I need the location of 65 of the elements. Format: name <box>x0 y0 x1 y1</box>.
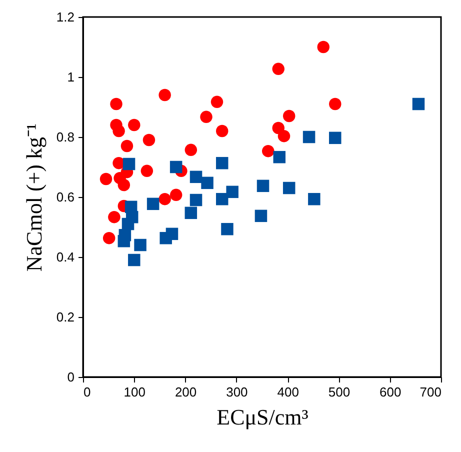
point <box>210 96 224 108</box>
y-tick-label: 0.4 <box>56 250 74 264</box>
point <box>273 150 286 164</box>
point <box>190 170 202 184</box>
point <box>200 110 212 124</box>
x-tick-label: 500 <box>328 384 350 400</box>
point <box>184 144 198 156</box>
x-axis-title: ECμS/cm³ <box>216 404 309 430</box>
point <box>112 124 125 138</box>
x-tick-label: 200 <box>174 384 197 400</box>
point <box>140 164 154 178</box>
point <box>216 124 228 138</box>
point <box>308 192 320 206</box>
point <box>134 238 146 252</box>
point <box>329 132 342 144</box>
point <box>184 206 198 220</box>
y-axis-title: NaCmol (+) kg⁻¹ <box>21 123 46 272</box>
point <box>412 98 425 110</box>
point <box>216 156 228 170</box>
point <box>122 158 136 170</box>
y-tick-label: 0.6 <box>56 190 74 204</box>
point <box>262 144 274 158</box>
point <box>100 172 112 186</box>
point <box>216 192 228 206</box>
point <box>329 98 342 110</box>
y-tick-label: 1.2 <box>56 10 74 24</box>
point <box>166 228 178 240</box>
point <box>302 130 316 144</box>
x-tick-label: 700 <box>420 384 442 400</box>
x-tick-label: 300 <box>226 384 248 400</box>
point <box>120 140 134 152</box>
point <box>190 194 202 206</box>
point <box>254 210 268 222</box>
point <box>282 182 296 194</box>
point <box>317 40 330 54</box>
point <box>170 188 182 202</box>
point <box>256 180 270 192</box>
point <box>170 160 182 174</box>
x-tick-label: 400 <box>277 384 299 400</box>
y-tick-label: 0.2 <box>56 310 74 324</box>
point <box>272 122 284 134</box>
point <box>142 134 156 146</box>
point <box>226 186 238 198</box>
y-tick-label: 1 <box>67 70 74 84</box>
point <box>146 198 160 210</box>
x-tick-label: 600 <box>380 384 402 400</box>
point <box>158 88 171 102</box>
x-tick-label: 0 <box>84 384 91 400</box>
point <box>128 254 140 266</box>
point <box>118 178 130 192</box>
point <box>108 210 120 224</box>
y-tick-label: 0 <box>67 370 74 384</box>
point <box>278 130 290 142</box>
point <box>102 232 116 244</box>
point <box>221 222 234 236</box>
point <box>122 218 134 230</box>
y-tick-label: 0.8 <box>56 130 74 144</box>
point <box>110 98 122 110</box>
point <box>158 192 171 206</box>
point <box>128 118 140 132</box>
point <box>272 62 284 76</box>
point <box>118 234 130 248</box>
point <box>201 176 214 190</box>
point <box>282 110 296 122</box>
x-tick-label: 100 <box>124 384 146 400</box>
